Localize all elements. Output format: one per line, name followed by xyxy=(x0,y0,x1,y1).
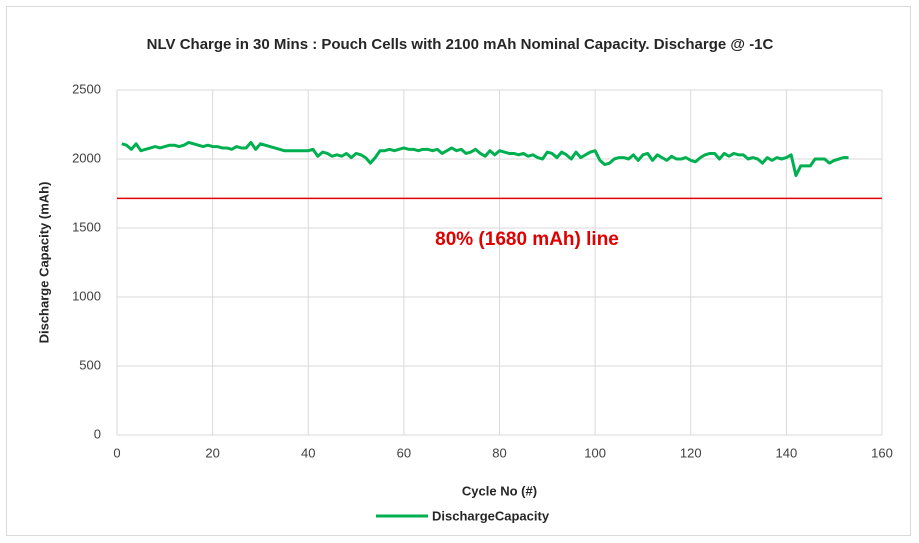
y-tick-label: 1500 xyxy=(72,219,101,234)
reference-label: 80% (1680 mAh) line xyxy=(435,229,619,250)
x-tick-label: 60 xyxy=(397,445,411,460)
x-tick-label: 100 xyxy=(584,445,606,460)
x-tick-label: 80 xyxy=(492,445,506,460)
x-tick-label: 40 xyxy=(301,445,315,460)
data-line xyxy=(121,140,849,178)
y-tick-label: 1000 xyxy=(72,288,101,303)
y-tick-label: 2000 xyxy=(72,150,101,165)
x-tick-label: 20 xyxy=(205,445,219,460)
x-axis-label: Cycle No (#) xyxy=(462,483,537,498)
x-tick-label: 120 xyxy=(680,445,702,460)
x-tick-label: 160 xyxy=(871,445,893,460)
x-tick-label: 0 xyxy=(113,445,120,460)
y-tick-label: 2500 xyxy=(72,81,101,96)
y-axis-label: Discharge Capacity (mAh) xyxy=(36,182,51,344)
chart-title: NLV Charge in 30 Mins : Pouch Cells with… xyxy=(146,36,774,53)
y-tick-label: 500 xyxy=(79,357,101,372)
y-tick-label: 0 xyxy=(94,426,101,441)
legend-label: DischargeCapacity xyxy=(432,508,550,523)
x-tick-label: 140 xyxy=(776,445,798,460)
chart-frame xyxy=(6,6,911,536)
